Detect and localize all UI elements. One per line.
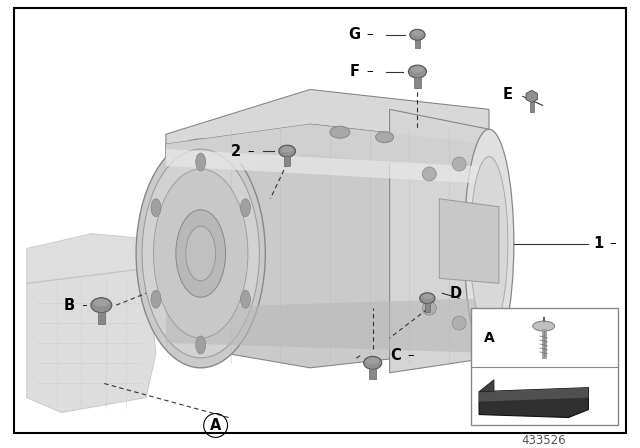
Ellipse shape — [330, 126, 350, 138]
Ellipse shape — [196, 336, 205, 354]
Ellipse shape — [94, 299, 109, 307]
Bar — [415, 40, 420, 48]
Text: F: F — [350, 64, 360, 79]
Ellipse shape — [410, 29, 425, 40]
Ellipse shape — [376, 132, 394, 142]
Polygon shape — [166, 90, 489, 169]
Text: –: – — [366, 28, 373, 41]
Bar — [284, 156, 290, 166]
Text: B: B — [64, 297, 75, 313]
Ellipse shape — [420, 293, 435, 304]
Polygon shape — [27, 233, 146, 283]
Text: A: A — [484, 331, 495, 345]
Text: –: – — [407, 349, 414, 362]
Ellipse shape — [154, 169, 248, 338]
Ellipse shape — [364, 356, 381, 369]
Ellipse shape — [186, 226, 216, 281]
Text: G: G — [349, 27, 361, 42]
Ellipse shape — [91, 298, 112, 313]
Circle shape — [422, 167, 436, 181]
Polygon shape — [166, 124, 489, 368]
Ellipse shape — [136, 139, 266, 368]
Ellipse shape — [411, 66, 424, 73]
Polygon shape — [479, 380, 494, 392]
Bar — [529, 102, 534, 112]
Text: –: – — [247, 145, 253, 158]
Text: E: E — [503, 87, 513, 102]
Ellipse shape — [151, 199, 161, 217]
Text: A: A — [210, 418, 221, 433]
Polygon shape — [526, 90, 538, 103]
Polygon shape — [479, 388, 588, 418]
Circle shape — [452, 157, 466, 171]
Ellipse shape — [279, 145, 296, 157]
Polygon shape — [166, 298, 489, 353]
Text: 2: 2 — [230, 144, 241, 159]
Polygon shape — [439, 199, 499, 283]
Circle shape — [452, 316, 466, 330]
Polygon shape — [166, 149, 489, 184]
Ellipse shape — [412, 30, 423, 36]
Circle shape — [422, 301, 436, 315]
Ellipse shape — [176, 210, 225, 297]
Ellipse shape — [241, 199, 250, 217]
Ellipse shape — [366, 358, 379, 364]
Ellipse shape — [422, 294, 433, 299]
Ellipse shape — [241, 290, 250, 308]
Ellipse shape — [196, 153, 205, 171]
Ellipse shape — [281, 146, 293, 152]
Polygon shape — [390, 109, 489, 373]
Polygon shape — [27, 268, 156, 413]
Text: 433526: 433526 — [522, 434, 566, 447]
Bar — [424, 303, 430, 312]
Bar — [97, 312, 105, 324]
Ellipse shape — [142, 149, 259, 358]
Text: –: – — [609, 237, 616, 250]
Ellipse shape — [464, 129, 514, 358]
Ellipse shape — [151, 290, 161, 308]
Polygon shape — [166, 124, 489, 174]
Bar — [471, 308, 618, 426]
Text: –: – — [366, 65, 373, 78]
Ellipse shape — [532, 321, 555, 331]
Ellipse shape — [470, 156, 508, 331]
Bar — [414, 78, 420, 88]
Bar — [369, 369, 376, 379]
Text: 1: 1 — [593, 236, 604, 251]
Polygon shape — [479, 388, 588, 401]
Ellipse shape — [408, 65, 426, 78]
Text: C: C — [390, 349, 401, 363]
Text: D: D — [449, 286, 461, 301]
